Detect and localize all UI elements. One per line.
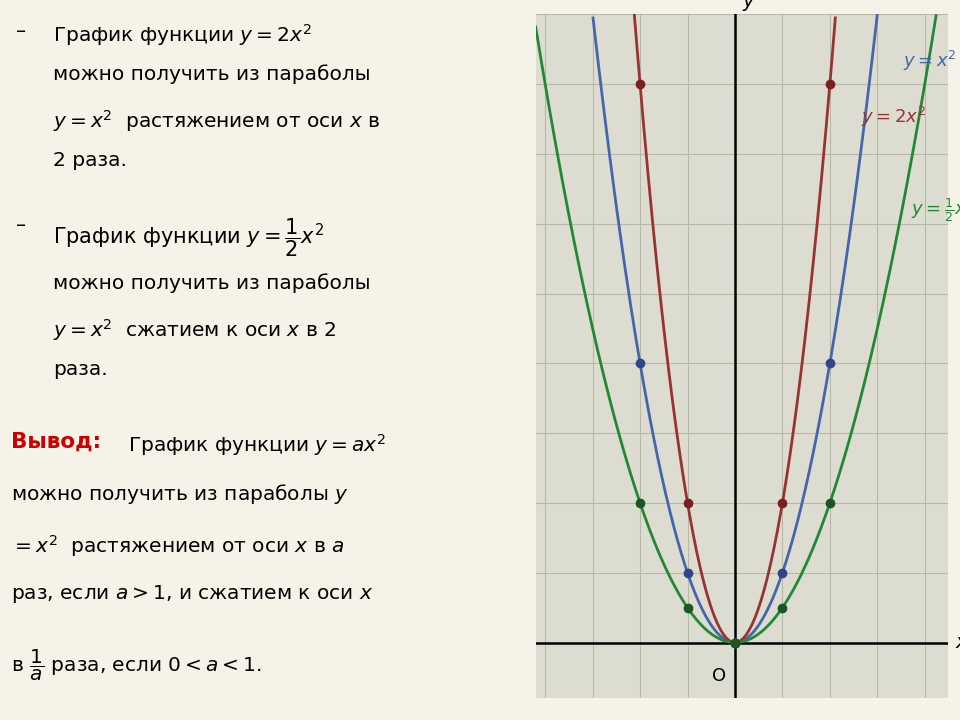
Text: 2 раза.: 2 раза. xyxy=(54,151,127,170)
Text: можно получить из параболы: можно получить из параболы xyxy=(54,274,371,293)
Text: раз, если $a > 1$, и сжатием к оси $x$: раз, если $a > 1$, и сжатием к оси $x$ xyxy=(11,583,372,606)
Text: График функции $y = ax^2$: График функции $y = ax^2$ xyxy=(128,432,386,458)
Text: $y = 2x^2$: $y = 2x^2$ xyxy=(861,105,925,129)
Text: можно получить из параболы: можно получить из параболы xyxy=(54,65,371,84)
Text: раза.: раза. xyxy=(54,360,108,379)
Text: $= x^2$  растяжением от оси $x$ в $a$: $= x^2$ растяжением от оси $x$ в $a$ xyxy=(11,533,344,559)
Text: –: – xyxy=(16,22,26,40)
Text: x: x xyxy=(955,633,960,652)
Text: График функции $y = \dfrac{1}{2}x^2$: График функции $y = \dfrac{1}{2}x^2$ xyxy=(54,216,324,258)
Text: –: – xyxy=(16,216,26,235)
Text: График функции $y = 2x^2$: График функции $y = 2x^2$ xyxy=(54,22,312,48)
Text: $y = x^2$  сжатием к оси $x$ в 2: $y = x^2$ сжатием к оси $x$ в 2 xyxy=(54,317,337,343)
Text: Вывод:: Вывод: xyxy=(11,432,101,452)
Text: можно получить из параболы $y$: можно получить из параболы $y$ xyxy=(11,482,348,506)
Text: O: O xyxy=(712,667,727,685)
Text: $y = \frac{1}{2}x^2$: $y = \frac{1}{2}x^2$ xyxy=(910,196,960,224)
Text: y: y xyxy=(742,0,754,11)
Text: $y = x^2$  растяжением от оси $x$ в: $y = x^2$ растяжением от оси $x$ в xyxy=(54,108,380,134)
Text: $y = x^2$: $y = x^2$ xyxy=(903,49,957,73)
Text: в $\dfrac{1}{a}$ раза, если $0 < a < 1$.: в $\dfrac{1}{a}$ раза, если $0 < a < 1$. xyxy=(11,648,261,683)
